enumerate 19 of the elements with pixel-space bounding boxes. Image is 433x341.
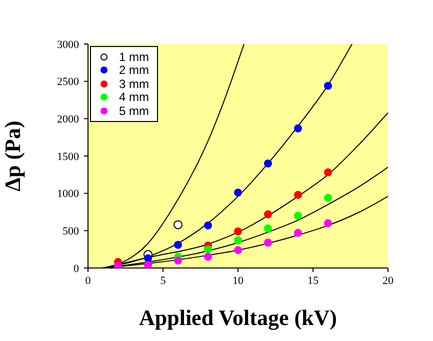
- legend-label: 2 mm: [119, 63, 149, 78]
- x-tick-label: 15: [308, 274, 319, 287]
- legend-label: 3 mm: [119, 76, 149, 91]
- y-axis-title: Δp (Pa): [0, 120, 25, 192]
- y-tick-label: 2000: [57, 114, 80, 126]
- legend-label: 5 mm: [119, 104, 149, 118]
- y-tick-label: 500: [62, 226, 80, 238]
- y-tick-label: 1500: [57, 150, 80, 163]
- y-tick-label: 0: [74, 262, 80, 275]
- legend-label: 1 mm: [119, 50, 149, 64]
- x-axis-title: Applied Voltage (kV): [138, 305, 338, 330]
- x-tick-label: 0: [85, 274, 92, 287]
- x-tick-label: 10: [232, 274, 244, 287]
- legend-label: 4 mm: [119, 90, 149, 104]
- y-tick-label: 1000: [57, 188, 80, 200]
- x-tick-label: 5: [160, 274, 166, 287]
- y-tick-label: 2500: [57, 76, 80, 88]
- y-tick-label: 3000: [57, 38, 80, 51]
- x-tick-label: 20: [382, 274, 394, 287]
